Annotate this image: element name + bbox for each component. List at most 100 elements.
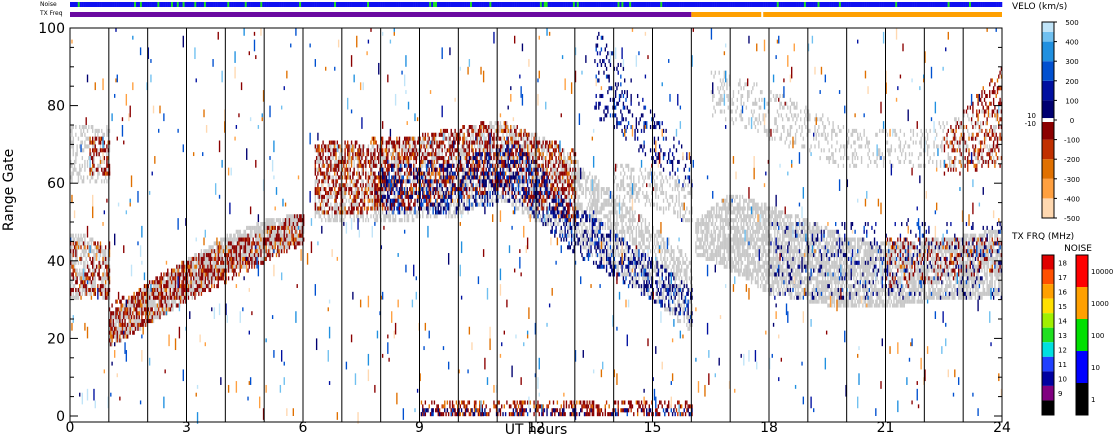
data-cell: [362, 214, 364, 219]
noise-strip-cell: [147, 2, 150, 7]
data-cell: [222, 264, 225, 269]
data-cell: [385, 214, 388, 219]
data-cell: [208, 264, 210, 269]
data-cell: [629, 214, 631, 219]
noise-strip-cell: [988, 2, 991, 7]
data-cell: [388, 218, 390, 223]
data-cell: [142, 287, 144, 293]
data-cell: [317, 194, 319, 199]
data-cell: [605, 187, 608, 192]
data-cell: [592, 214, 595, 219]
data-cell: [574, 222, 577, 227]
data-cell: [331, 167, 333, 172]
noise-strip-cell: [421, 2, 424, 7]
data-cell: [581, 225, 583, 230]
data-cell: [513, 132, 516, 137]
noise-strip-cell: [994, 2, 997, 7]
data-cell: [464, 167, 467, 172]
data-cell: [273, 218, 275, 223]
noise-strip-cell: [176, 2, 179, 7]
data-cell: [282, 245, 284, 250]
data-cell: [664, 256, 666, 261]
data-cell: [334, 183, 336, 188]
data-cell: [536, 218, 538, 223]
noise-strip-cell: [456, 2, 459, 7]
data-cell: [102, 249, 104, 254]
data-cell: [515, 206, 517, 211]
data-cell: [644, 287, 647, 293]
data-cell: [291, 214, 293, 219]
data-cell: [582, 167, 584, 172]
data-cell: [636, 222, 639, 227]
data-cell: [73, 260, 76, 265]
data-cell: [358, 187, 361, 192]
data-cell: [362, 190, 364, 196]
data-cell: [130, 303, 133, 308]
data-cell: [436, 214, 438, 219]
data-cell: [104, 260, 107, 265]
data-cell: [178, 268, 181, 273]
noise-strip-cell: [386, 2, 389, 7]
data-cell: [657, 249, 660, 254]
data-cell: [613, 222, 616, 227]
data-cell: [519, 202, 521, 207]
noise-strip-cell: [961, 2, 964, 7]
data-cell: [573, 206, 575, 211]
data-cell: [552, 171, 555, 176]
data-cell: [268, 241, 270, 246]
data-cell: [225, 256, 227, 261]
data-cell: [640, 214, 643, 219]
data-cell: [103, 295, 106, 300]
data-cell: [151, 311, 153, 316]
data-cell: [110, 338, 112, 343]
data-cell: [136, 326, 138, 331]
data-cell: [507, 187, 509, 192]
data-cell: [73, 284, 76, 289]
data-cell: [525, 140, 527, 145]
data-cell: [80, 272, 82, 277]
data-cell: [116, 319, 118, 324]
noise-strip-cell: [541, 2, 545, 7]
data-cell: [349, 179, 351, 184]
data-cell: [462, 171, 464, 176]
data-cell: [101, 249, 103, 254]
data-cell: [102, 287, 104, 293]
data-cell: [143, 311, 146, 316]
data-cell: [208, 284, 210, 289]
data-cell: [458, 171, 460, 176]
data-cell: [592, 187, 595, 192]
data-cell: [257, 222, 260, 227]
data-cell: [414, 171, 416, 176]
data-cell: [664, 307, 666, 312]
data-cell: [128, 322, 130, 327]
noise-strip-cell: [250, 2, 253, 7]
noise-strip-cell: [310, 2, 313, 7]
data-cell: [479, 202, 481, 207]
data-cell: [520, 144, 522, 149]
data-cell: [590, 202, 592, 207]
data-cell: [392, 148, 394, 153]
data-cell: [371, 202, 373, 207]
data-cell: [612, 198, 614, 203]
data-cell: [658, 268, 661, 273]
data-cell: [261, 229, 263, 234]
noise-strip-cell: [586, 2, 589, 7]
data-cell: [599, 206, 601, 211]
data-cell: [70, 272, 72, 277]
noise-strip-cell: [695, 2, 698, 7]
data-cell: [208, 245, 210, 250]
data-cell: [358, 210, 361, 215]
data-cell: [652, 260, 654, 265]
data-cell: [636, 253, 639, 258]
data-cell: [563, 148, 565, 153]
data-cell: [526, 187, 529, 192]
data-cell: [102, 253, 104, 258]
data-cell: [357, 167, 359, 172]
data-cell: [99, 253, 102, 258]
noise-strip-cell: [784, 2, 787, 7]
data-cell: [612, 194, 614, 199]
data-cell: [656, 229, 658, 234]
data-cell: [381, 183, 384, 188]
data-cell: [480, 167, 482, 172]
data-cell: [174, 303, 177, 308]
